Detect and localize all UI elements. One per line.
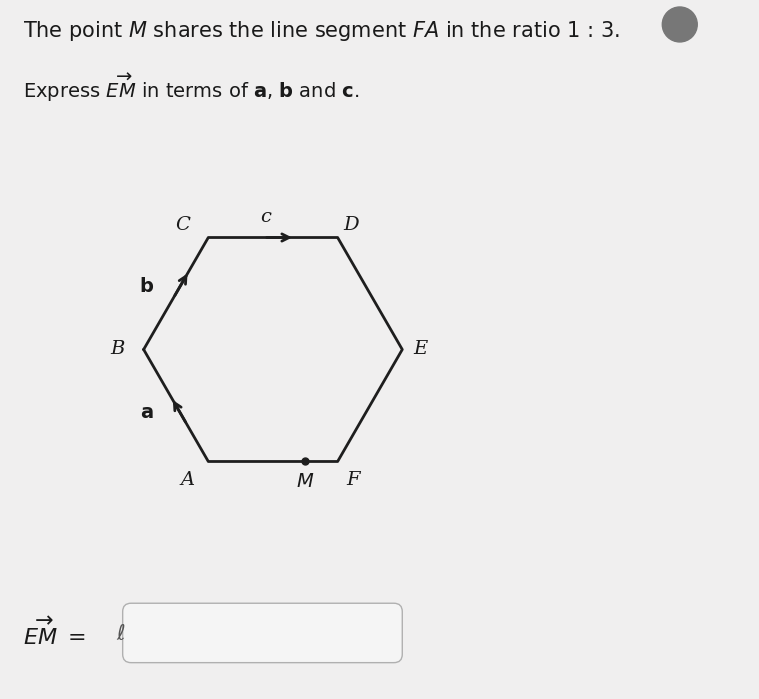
Text: $M$: $M$: [296, 473, 314, 491]
Text: c: c: [260, 208, 272, 226]
Text: C: C: [175, 216, 191, 234]
Text: F: F: [346, 470, 360, 489]
Text: $\mathbf{a}$: $\mathbf{a}$: [140, 403, 153, 422]
Text: A: A: [181, 470, 194, 489]
Text: D: D: [344, 216, 360, 234]
Text: $\ell$: $\ell$: [115, 624, 125, 644]
Text: $\mathbf{b}$: $\mathbf{b}$: [139, 277, 154, 296]
FancyBboxPatch shape: [123, 603, 402, 663]
Text: The point $M$ shares the line segment $FA$ in the ratio 1 : 3.: The point $M$ shares the line segment $F…: [23, 20, 619, 43]
Circle shape: [663, 7, 698, 42]
Text: B: B: [110, 340, 124, 359]
Text: Express $\overrightarrow{EM}$ in terms of $\mathbf{a}$, $\mathbf{b}$ and $\mathb: Express $\overrightarrow{EM}$ in terms o…: [23, 71, 359, 103]
Text: $\overrightarrow{EM}$$\ =\ $: $\overrightarrow{EM}$$\ =\ $: [23, 617, 86, 649]
Text: E: E: [414, 340, 427, 359]
